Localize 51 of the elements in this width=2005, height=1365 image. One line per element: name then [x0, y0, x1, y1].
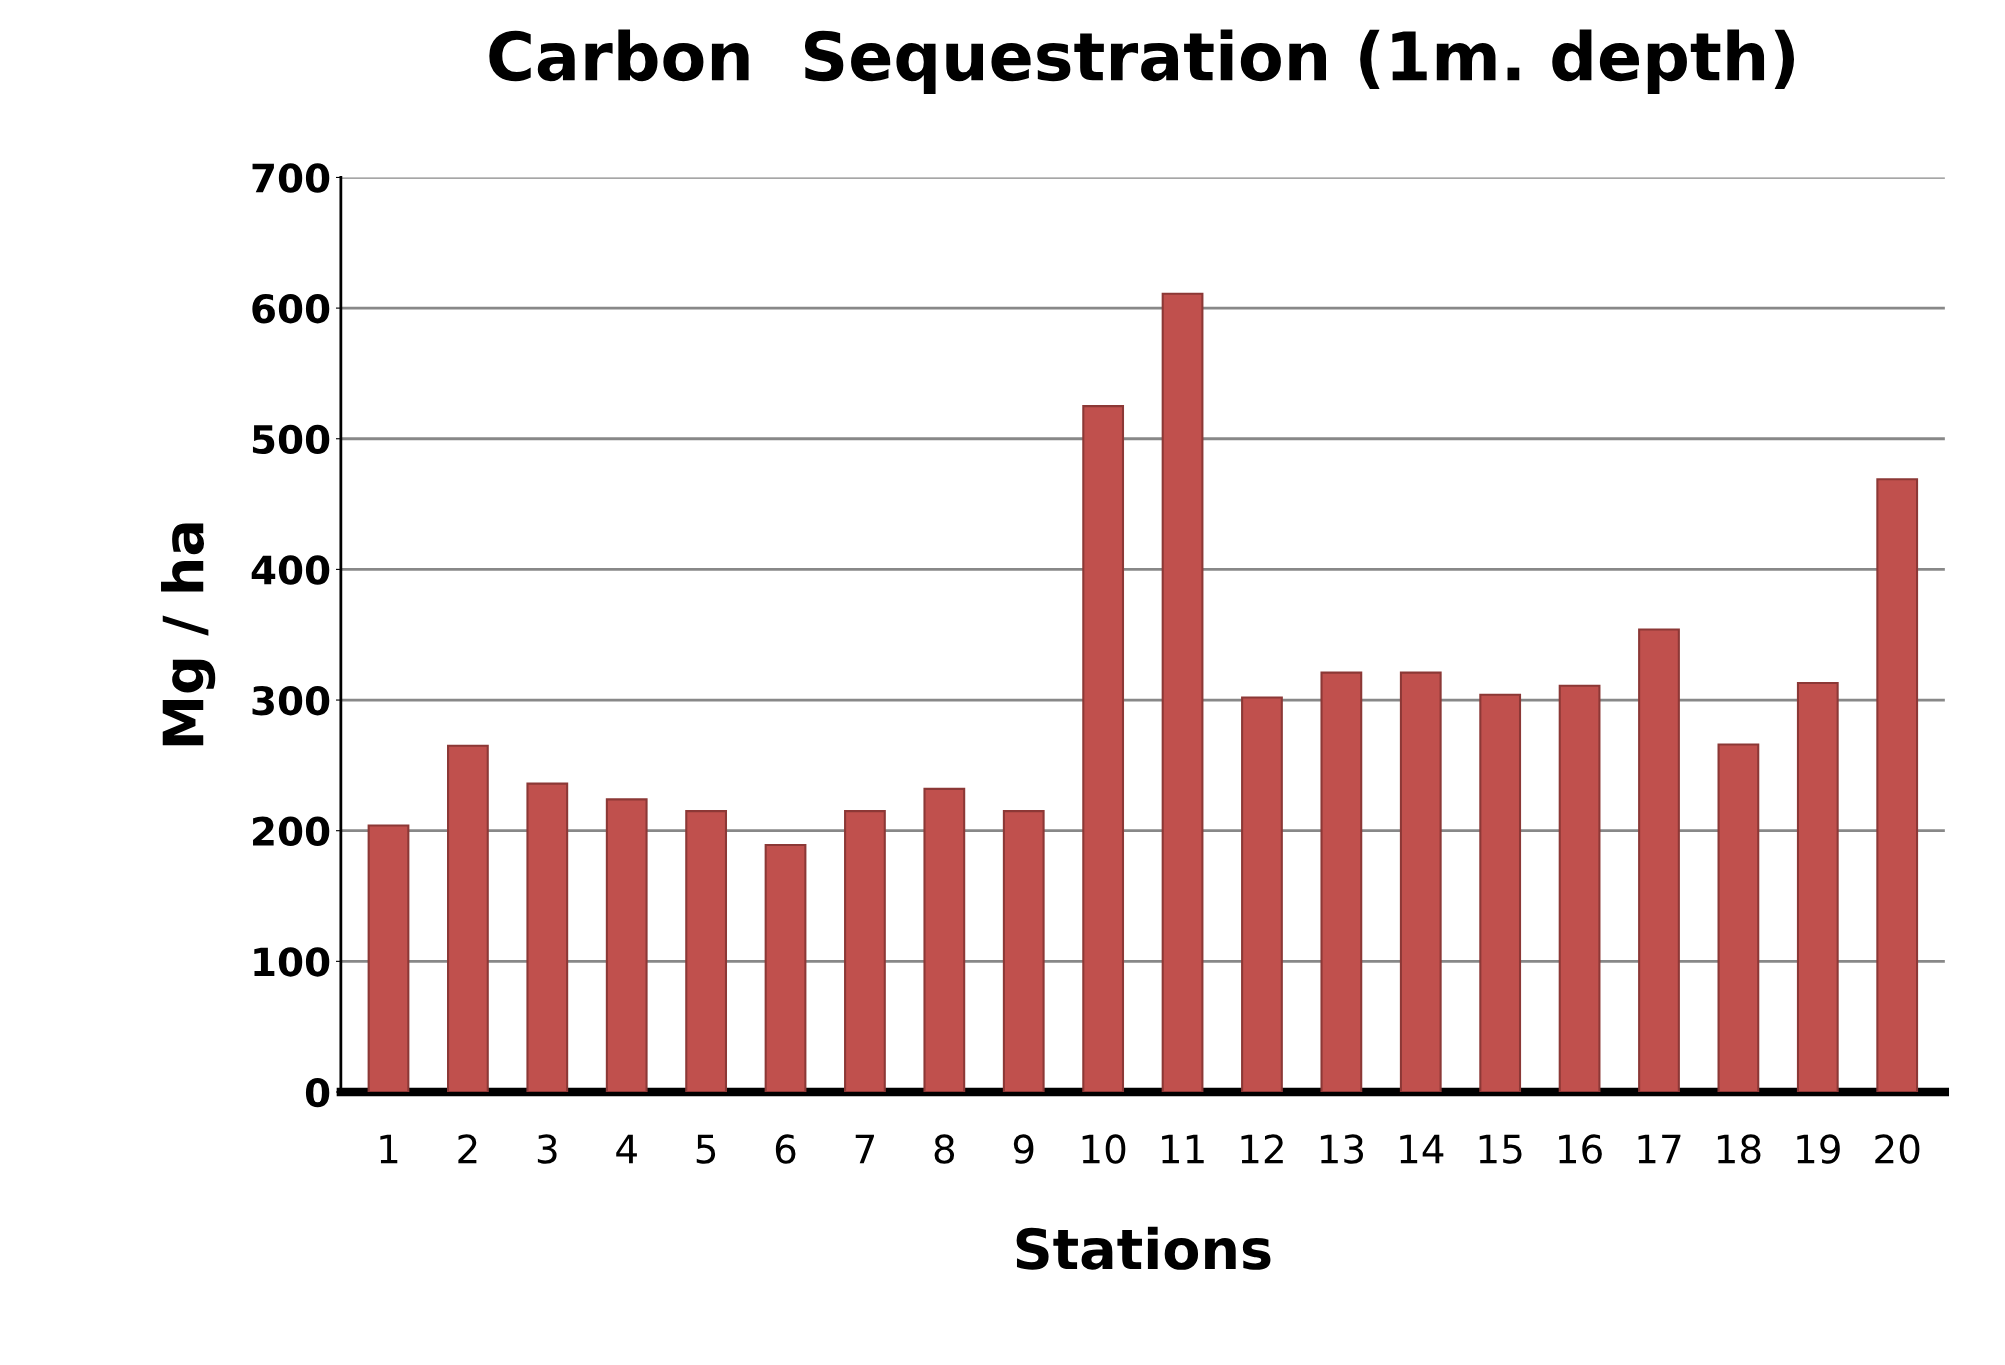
- x-tick-label: 19: [1797, 1134, 1840, 1164]
- bar: [526, 782, 569, 1092]
- x-tick-label: 5: [696, 1134, 716, 1164]
- x-tick-label: 13: [1320, 1134, 1363, 1164]
- x-tick-label: 1: [380, 1134, 398, 1164]
- x-tick-label: 11: [1162, 1134, 1204, 1164]
- bar: [844, 810, 886, 1092]
- x-tick-label: 9: [1013, 1134, 1034, 1164]
- x-tick-label: 3: [537, 1134, 557, 1164]
- x-axis-title: Stations: [1016, 1226, 1271, 1270]
- bar: [1399, 671, 1442, 1092]
- bar: [1161, 292, 1204, 1092]
- y-tick-label: 500: [252, 424, 330, 455]
- bar: [1479, 693, 1522, 1092]
- bar: [605, 798, 648, 1092]
- y-tick-label: 600: [252, 294, 330, 324]
- y-tick-label: 200: [253, 816, 330, 847]
- x-tick-label: 15: [1479, 1134, 1522, 1164]
- y-tick-label: 400: [251, 555, 330, 585]
- bar: [1082, 405, 1125, 1092]
- bar: [764, 844, 807, 1092]
- bar: [447, 744, 489, 1092]
- bar: [1876, 478, 1919, 1092]
- x-tick-label: 20: [1875, 1134, 1920, 1164]
- bar: [1796, 682, 1839, 1092]
- y-axis-title: Mg / ha: [161, 523, 216, 746]
- bar: [1638, 628, 1680, 1092]
- chart-title: Carbon Sequestration (1m. depth): [489, 29, 1794, 95]
- bar: [1717, 743, 1760, 1092]
- x-tick-label: 4: [616, 1134, 637, 1164]
- y-tick-label: 300: [252, 685, 330, 716]
- x-tick-label: 18: [1717, 1134, 1761, 1164]
- x-tick-label: 12: [1241, 1134, 1283, 1164]
- bar: [1320, 671, 1363, 1092]
- x-tick-label: 14: [1400, 1134, 1444, 1164]
- y-tick-label: 0: [305, 1077, 330, 1108]
- x-tick-label: 6: [775, 1134, 796, 1164]
- x-tick-label: 10: [1082, 1134, 1126, 1164]
- bar: [923, 787, 966, 1092]
- bar: [1558, 684, 1601, 1092]
- x-tick-label: 17: [1638, 1134, 1681, 1164]
- bar: [1002, 810, 1045, 1092]
- x-tick-label: 2: [458, 1134, 477, 1164]
- x-tick-label: 16: [1559, 1134, 1602, 1164]
- y-tick-label: 700: [252, 163, 330, 193]
- bar: [685, 810, 728, 1092]
- x-tick-label: 8: [934, 1134, 955, 1164]
- y-tick-label: 100: [254, 947, 330, 977]
- bar: [1241, 696, 1283, 1092]
- bar: [367, 824, 410, 1092]
- x-tick-label: 7: [855, 1134, 874, 1164]
